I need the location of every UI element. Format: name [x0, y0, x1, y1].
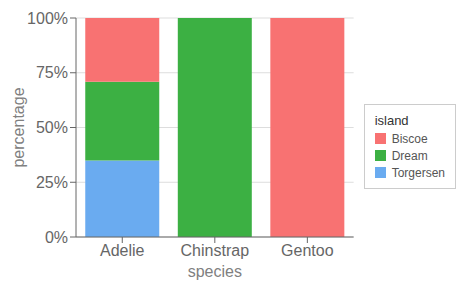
html-text:Biscoe: Biscoe	[391, 131, 428, 146]
svg-text:Adelie: Adelie	[100, 242, 145, 259]
svg-text:50%: 50%	[36, 119, 68, 136]
svg-text:25%: 25%	[36, 174, 68, 191]
html-text:Dream: Dream	[391, 148, 428, 163]
svg-text:100%: 100%	[27, 10, 68, 27]
svg-text:percentage: percentage	[10, 87, 27, 167]
html-text:island: island	[374, 112, 409, 128]
svg-text:0%: 0%	[45, 229, 68, 246]
svg-text:75%: 75%	[36, 64, 68, 81]
svg-text:Gentoo: Gentoo	[281, 242, 334, 259]
svg-text:Chinstrap: Chinstrap	[181, 242, 250, 259]
svg-text:species: species	[188, 263, 242, 280]
html-text:Torgersen: Torgersen	[391, 165, 445, 180]
